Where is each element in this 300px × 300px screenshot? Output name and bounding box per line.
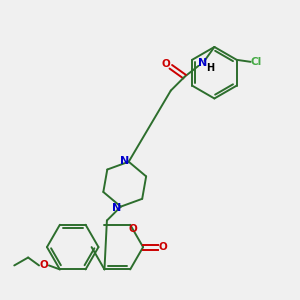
Text: N: N bbox=[120, 156, 129, 166]
Text: O: O bbox=[158, 242, 167, 252]
Text: H: H bbox=[206, 63, 214, 73]
Text: O: O bbox=[129, 224, 138, 234]
Text: Cl: Cl bbox=[251, 57, 262, 67]
Text: N: N bbox=[198, 58, 207, 68]
Text: O: O bbox=[161, 59, 170, 69]
Text: N: N bbox=[112, 202, 122, 213]
Text: O: O bbox=[40, 260, 48, 270]
